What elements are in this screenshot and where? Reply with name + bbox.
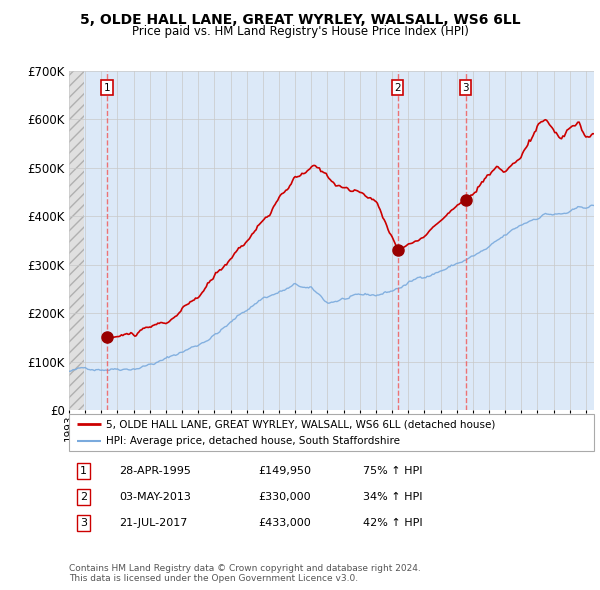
Text: 5, OLDE HALL LANE, GREAT WYRLEY, WALSALL, WS6 6LL: 5, OLDE HALL LANE, GREAT WYRLEY, WALSALL… [80,13,520,27]
Text: 75% ↑ HPI: 75% ↑ HPI [363,466,422,476]
Text: 3: 3 [462,83,469,93]
Text: 28-APR-1995: 28-APR-1995 [119,466,191,476]
Text: £330,000: £330,000 [258,492,311,502]
Bar [83,71,594,410]
Bar [69,71,83,410]
Text: 1: 1 [103,83,110,93]
Text: Contains HM Land Registry data © Crown copyright and database right 2024.
This d: Contains HM Land Registry data © Crown c… [69,563,421,583]
Text: Price paid vs. HM Land Registry's House Price Index (HPI): Price paid vs. HM Land Registry's House … [131,25,469,38]
Text: 42% ↑ HPI: 42% ↑ HPI [363,519,422,529]
Text: £149,950: £149,950 [258,466,311,476]
Text: 5, OLDE HALL LANE, GREAT WYRLEY, WALSALL, WS6 6LL (detached house): 5, OLDE HALL LANE, GREAT WYRLEY, WALSALL… [106,419,495,429]
Text: 03-MAY-2013: 03-MAY-2013 [119,492,191,502]
Text: 3: 3 [80,519,87,529]
Bar [69,71,83,410]
Text: 2: 2 [394,83,401,93]
Text: £433,000: £433,000 [258,519,311,529]
Text: 34% ↑ HPI: 34% ↑ HPI [363,492,422,502]
Text: HPI: Average price, detached house, South Staffordshire: HPI: Average price, detached house, Sout… [106,437,400,446]
Text: 21-JUL-2017: 21-JUL-2017 [119,519,187,529]
Text: 1: 1 [80,466,87,476]
Text: 2: 2 [80,492,87,502]
